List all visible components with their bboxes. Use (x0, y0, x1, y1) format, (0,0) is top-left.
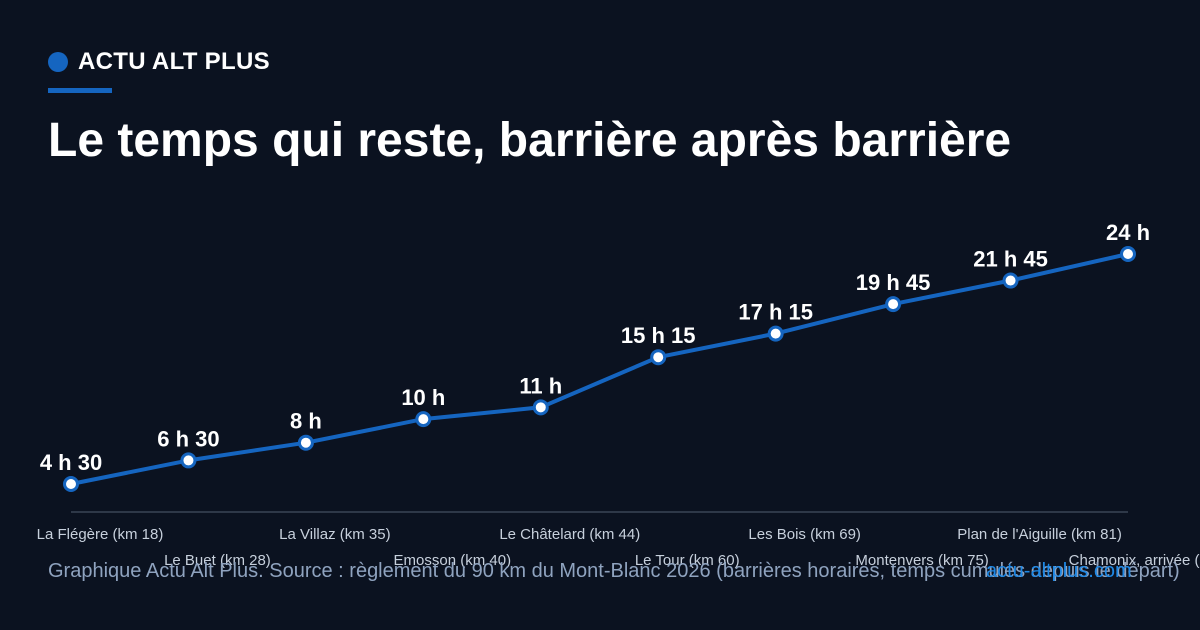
x-tick-label: Le Buet (km 28) (164, 552, 271, 569)
x-tick-label: Chamonix, arrivée (km 90) (1069, 552, 1200, 569)
data-label: 21 h 45 (973, 247, 1048, 272)
data-point[interactable] (1002, 272, 1019, 289)
x-tick-label: Montenvers (km 75) (855, 552, 988, 569)
data-point[interactable] (767, 325, 784, 342)
data-labels: 4 h 30 6 h 30 8 h 10 h 11 h 15 h 15 17 h 15 19 … (40, 220, 1150, 475)
data-label: 15 h 15 (621, 323, 696, 348)
series-line-group (69, 252, 1130, 486)
x-tick-label: La Flégère (km 18) (37, 526, 164, 543)
data-point[interactable] (532, 399, 549, 416)
x-tick-label: La Villaz (km 35) (279, 526, 390, 543)
chart-title: Le temps qui reste, barrière après barri… (48, 114, 1012, 167)
data-label: 8 h (290, 409, 322, 434)
data-point[interactable] (297, 434, 314, 451)
x-tick-label: Le Tour (km 60) (635, 552, 740, 569)
data-label: 19 h 45 (856, 270, 931, 295)
data-label: 4 h 30 (40, 450, 102, 475)
data-label: 11 h (519, 373, 562, 398)
brand-underline (48, 88, 112, 93)
series-line (69, 252, 1130, 486)
source-note: Graphique Actu Alt Plus. Source : règlem… (48, 560, 1180, 582)
data-label: 17 h 15 (738, 300, 813, 325)
x-tick-label: Les Bois (km 69) (748, 526, 861, 543)
x-tick-label: Le Châtelard (km 44) (499, 526, 640, 543)
x-tick-label: Plan de l'Aiguille (km 81) (957, 526, 1122, 543)
brand-header: ACTU ALT PLUS (48, 48, 270, 76)
data-label: 10 h (401, 385, 445, 410)
data-point[interactable] (885, 296, 902, 313)
data-point[interactable] (180, 452, 197, 469)
data-point[interactable] (650, 349, 667, 366)
data-label: 6 h 30 (157, 426, 219, 451)
data-label: 24 h (1106, 220, 1150, 245)
data-point[interactable] (63, 476, 79, 492)
site-link[interactable]: actu-altplus.com (986, 560, 1132, 582)
x-tick-labels: La Flégère (km 18)Le Buet (km 28) La Vill… (37, 526, 1200, 569)
x-tick-label: Emosson (km 40) (394, 552, 512, 569)
data-points (63, 246, 1136, 492)
data-point[interactable] (415, 411, 432, 428)
data-point[interactable] (1120, 246, 1136, 262)
brand-dot-icon (48, 52, 68, 72)
brand-name: ACTU ALT PLUS (78, 48, 270, 75)
